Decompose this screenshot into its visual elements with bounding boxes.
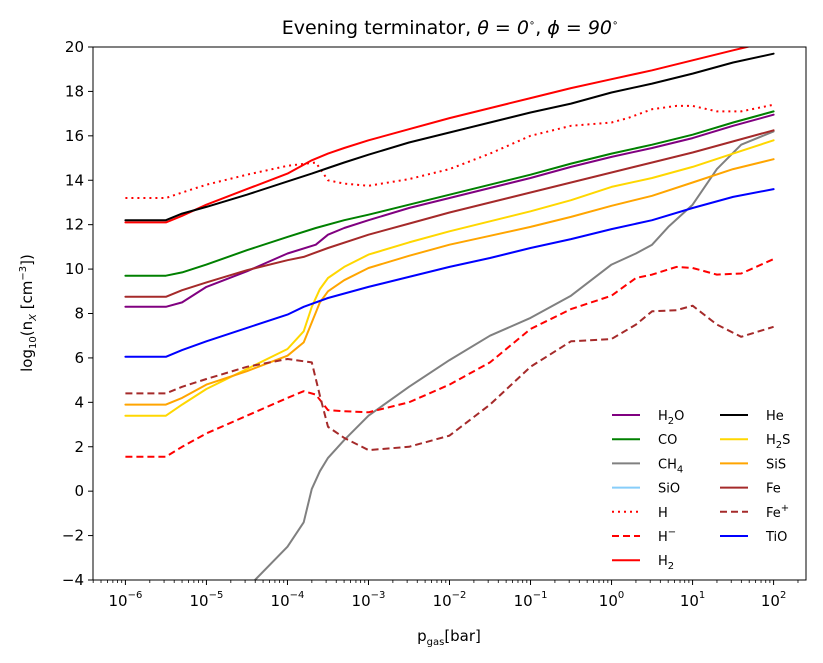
x-axis-label: pgas[bar] [417, 627, 481, 648]
series-line-hminus [125, 258, 775, 458]
y-axis-ticks: −4 −2 0 2 4 6 8 10 12 14 16 18 20 [62, 38, 93, 589]
legend-item: CH4 [612, 457, 683, 475]
series-line-tio [124, 188, 775, 358]
legend-label: TiO [765, 530, 787, 545]
legend-item: H2O [612, 409, 684, 427]
series-line-h2s [124, 139, 775, 417]
legend-label: SiO [658, 482, 680, 497]
series-line-ch4 [254, 130, 775, 580]
legend-item: H2S [720, 433, 790, 451]
x-tick-label: 10−5 [190, 590, 224, 610]
legend-label: He [766, 409, 784, 424]
chart-title: Evening terminator, θ = 0∘, ϕ = 90∘ [282, 17, 619, 39]
x-tick-label: 100 [599, 590, 624, 610]
y-tick-label: 10 [65, 260, 84, 278]
legend-label: Fe+ [766, 503, 789, 521]
legend-label: CO [658, 433, 677, 448]
x-tick-label: 102 [761, 590, 786, 610]
legend-item: CO [612, 433, 677, 448]
legend-item: Fe+ [720, 503, 789, 521]
legend-item: H [612, 506, 668, 521]
y-tick-label: −2 [62, 527, 84, 545]
x-axis-ticks: 10−6 10−5 10−4 10−3 10−2 10−1 100 101 102 [92, 580, 799, 610]
y-tick-label: 12 [65, 216, 84, 234]
legend-label: H2S [766, 433, 790, 451]
y-tick-label: 0 [74, 482, 84, 500]
legend-label: H [658, 506, 668, 521]
legend-item: SiO [612, 482, 680, 497]
legend-item: TiO [720, 530, 787, 545]
y-tick-label: 6 [74, 349, 84, 367]
legend-label: CH4 [658, 457, 683, 475]
series-line-fe [124, 129, 775, 298]
x-tick-label: 10−4 [271, 590, 305, 610]
x-tick-label: 101 [680, 590, 705, 610]
legend-item: Fe [720, 482, 781, 497]
series-line-sis [124, 158, 775, 406]
y-tick-label: 8 [74, 305, 84, 323]
legend-label: H2O [658, 409, 684, 427]
x-tick-label: 10−2 [433, 590, 467, 610]
y-tick-label: 4 [74, 393, 84, 411]
y-tick-label: 2 [74, 438, 84, 456]
x-tick-label: 10−3 [352, 590, 386, 610]
legend-label: SiS [766, 457, 786, 472]
legend-item: H− [612, 527, 676, 545]
x-tick-label: 10−6 [108, 590, 142, 610]
legend: H2O CO CH4 SiO H H− H2 He H2S SiS Fe Fe+ TiO [612, 409, 790, 572]
legend-item: He [720, 409, 784, 424]
series-line-h2 [124, 47, 752, 224]
series-line-h [125, 103, 774, 199]
series-line-he [124, 52, 775, 222]
x-tick-label: 10−1 [514, 590, 548, 610]
y-tick-label: 14 [65, 171, 84, 189]
legend-label: H2 [658, 554, 674, 572]
y-tick-label: 16 [65, 127, 84, 145]
series-line-h2o [124, 113, 775, 308]
y-tick-label: −4 [62, 571, 84, 589]
legend-item: H2 [612, 554, 674, 572]
plot-area: 10−6 10−5 10−4 10−3 10−2 10−1 100 101 102 −4−202… [62, 38, 807, 610]
y-axis-label: log10(nX [cm−3]) [18, 254, 39, 372]
legend-label: H− [658, 527, 676, 545]
legend-item: SiS [720, 457, 786, 472]
series-line-co [124, 110, 775, 277]
series-line-feplus [125, 304, 774, 452]
series-layer [124, 47, 775, 580]
legend-label: Fe [766, 482, 781, 497]
y-tick-label: 18 [65, 82, 84, 100]
y-tick-label: 20 [65, 38, 84, 56]
